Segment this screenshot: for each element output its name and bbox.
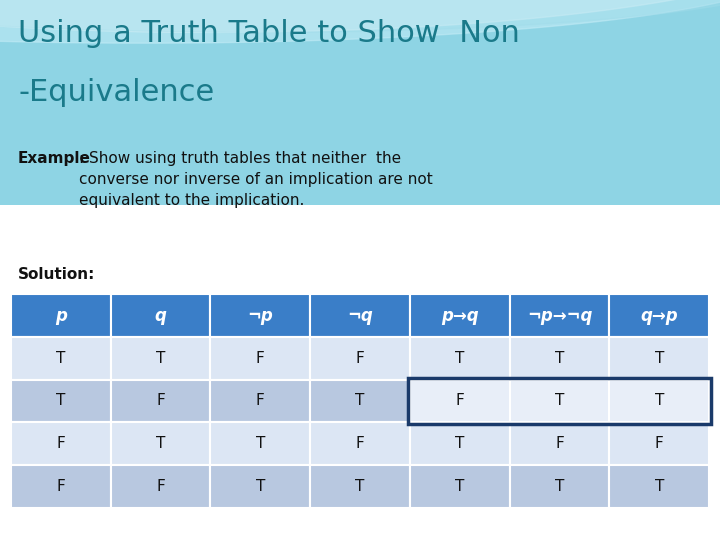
Text: T: T [256, 436, 265, 451]
Text: F: F [156, 479, 165, 494]
Text: Solution:: Solution: [18, 267, 95, 282]
FancyBboxPatch shape [609, 465, 709, 508]
Text: p: p [55, 307, 67, 325]
Text: ¬p: ¬p [248, 307, 273, 325]
FancyBboxPatch shape [210, 380, 310, 422]
Text: T: T [654, 394, 664, 408]
Text: p→q: p→q [441, 307, 479, 325]
FancyBboxPatch shape [310, 465, 410, 508]
FancyBboxPatch shape [111, 337, 210, 380]
FancyBboxPatch shape [210, 465, 310, 508]
FancyBboxPatch shape [310, 422, 410, 465]
FancyBboxPatch shape [111, 422, 210, 465]
FancyBboxPatch shape [11, 337, 111, 380]
FancyBboxPatch shape [410, 337, 510, 380]
Text: T: T [56, 351, 66, 366]
Text: T: T [654, 479, 664, 494]
Text: F: F [56, 436, 65, 451]
FancyBboxPatch shape [609, 380, 709, 422]
Text: : Show using truth tables that neither  the
converse nor inverse of an implicati: : Show using truth tables that neither t… [79, 151, 433, 208]
FancyBboxPatch shape [510, 380, 609, 422]
Text: Example: Example [18, 151, 91, 166]
Text: F: F [256, 351, 265, 366]
Text: T: T [156, 351, 165, 366]
Text: T: T [355, 479, 365, 494]
Text: ¬q: ¬q [347, 307, 373, 325]
FancyBboxPatch shape [310, 294, 410, 337]
Text: F: F [555, 436, 564, 451]
FancyBboxPatch shape [11, 380, 111, 422]
FancyBboxPatch shape [0, 0, 720, 205]
Text: T: T [555, 394, 564, 408]
Text: Using a Truth Table to Show  Non: Using a Truth Table to Show Non [18, 19, 520, 48]
FancyBboxPatch shape [609, 294, 709, 337]
FancyBboxPatch shape [609, 422, 709, 465]
FancyBboxPatch shape [510, 294, 609, 337]
Text: F: F [655, 436, 664, 451]
Text: T: T [455, 436, 464, 451]
Text: T: T [156, 436, 165, 451]
FancyBboxPatch shape [510, 422, 609, 465]
Text: q→p: q→p [641, 307, 678, 325]
Text: T: T [355, 394, 365, 408]
Text: q: q [155, 307, 166, 325]
Text: T: T [555, 479, 564, 494]
Text: F: F [356, 436, 364, 451]
FancyBboxPatch shape [510, 337, 609, 380]
FancyBboxPatch shape [210, 337, 310, 380]
FancyBboxPatch shape [410, 294, 510, 337]
Text: T: T [455, 351, 464, 366]
Text: T: T [455, 479, 464, 494]
Text: ¬p→¬q: ¬p→¬q [527, 307, 593, 325]
Text: T: T [654, 351, 664, 366]
FancyBboxPatch shape [609, 337, 709, 380]
FancyBboxPatch shape [510, 465, 609, 508]
Text: T: T [256, 479, 265, 494]
FancyBboxPatch shape [310, 380, 410, 422]
FancyBboxPatch shape [11, 465, 111, 508]
Text: F: F [56, 479, 65, 494]
FancyBboxPatch shape [410, 380, 510, 422]
FancyBboxPatch shape [210, 294, 310, 337]
FancyBboxPatch shape [410, 465, 510, 508]
FancyBboxPatch shape [410, 422, 510, 465]
FancyBboxPatch shape [11, 294, 111, 337]
FancyBboxPatch shape [11, 422, 111, 465]
Text: F: F [455, 394, 464, 408]
FancyBboxPatch shape [111, 380, 210, 422]
Text: -Equivalence: -Equivalence [18, 78, 215, 107]
Text: F: F [356, 351, 364, 366]
Text: F: F [156, 394, 165, 408]
Text: F: F [256, 394, 265, 408]
Text: T: T [555, 351, 564, 366]
FancyBboxPatch shape [111, 465, 210, 508]
Text: T: T [56, 394, 66, 408]
FancyBboxPatch shape [310, 337, 410, 380]
FancyBboxPatch shape [111, 294, 210, 337]
FancyBboxPatch shape [210, 422, 310, 465]
